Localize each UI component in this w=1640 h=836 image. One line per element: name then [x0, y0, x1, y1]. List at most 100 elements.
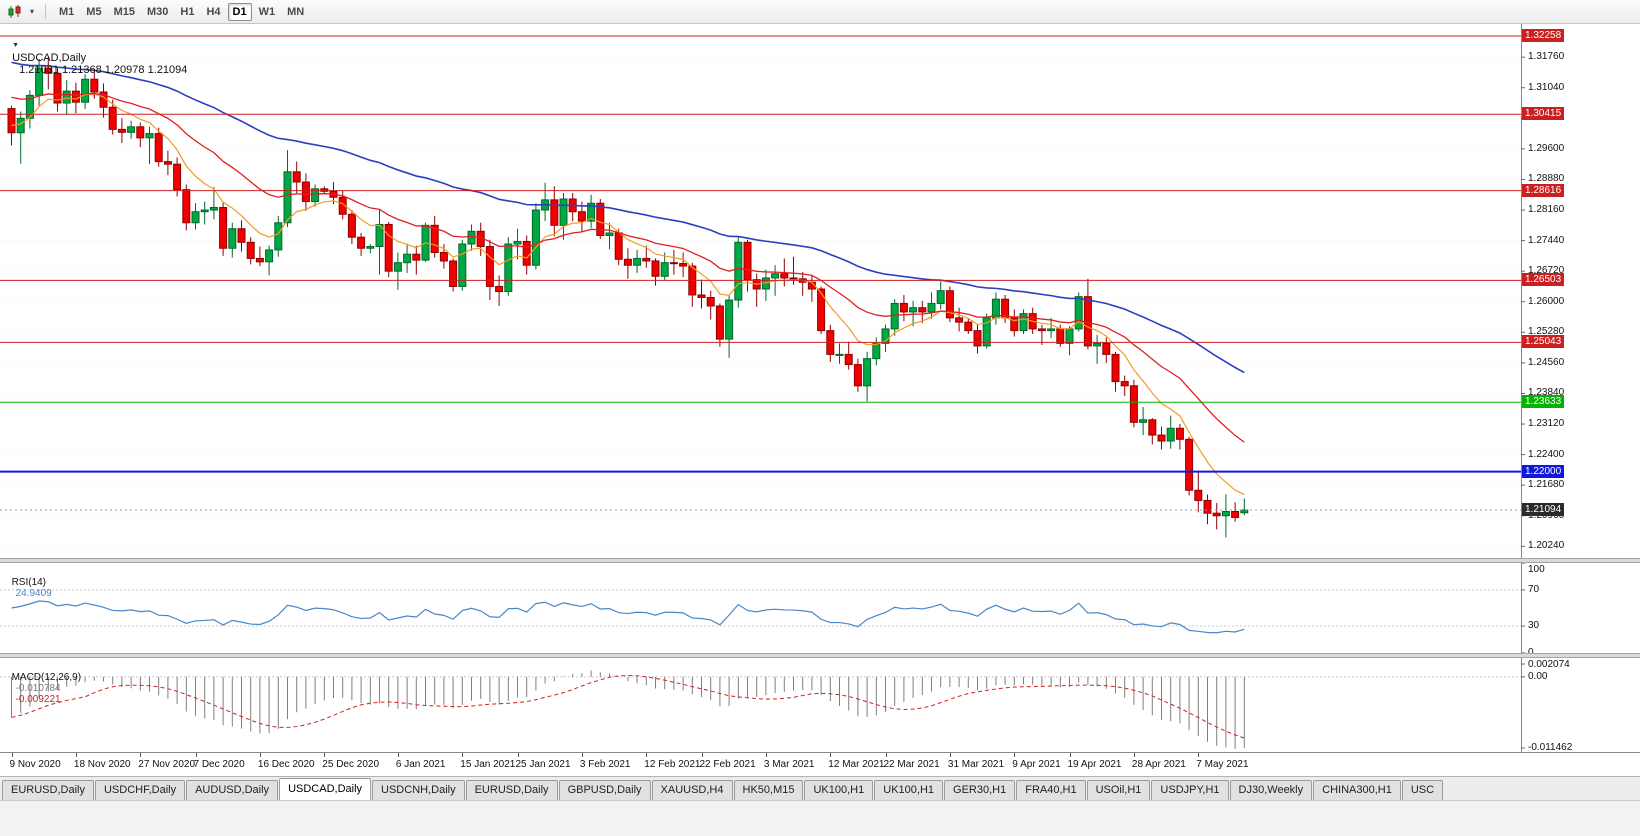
- chart-tab-usdjpy-h1[interactable]: USDJPY,H1: [1151, 780, 1229, 800]
- candle-body: [439, 251, 448, 262]
- candle-body: [311, 188, 320, 203]
- date-axis-label: 16 Dec 2020: [257, 759, 315, 770]
- candle-body: [1166, 427, 1175, 442]
- candle-body: [1194, 489, 1203, 501]
- candle-body: [918, 307, 927, 313]
- candle-body: [16, 117, 25, 134]
- chart-tab-xauusd-h4[interactable]: XAUUSD,H4: [651, 780, 733, 800]
- candle-body: [743, 241, 752, 281]
- timeframe-button-h1[interactable]: H1: [180, 5, 195, 18]
- candle-body: [209, 206, 218, 211]
- candle-body: [338, 196, 347, 215]
- candle-body: [1212, 512, 1221, 517]
- candle-body: [936, 290, 945, 304]
- timeframe-button-d1[interactable]: D1: [227, 2, 252, 21]
- candle-body: [1221, 510, 1230, 517]
- candle-body: [504, 243, 513, 293]
- date-axis-label: 9 Apr 2021: [1012, 759, 1061, 770]
- chart-tab-usdcnh-daily[interactable]: USDCNH,Daily: [372, 780, 465, 800]
- date-tick: [1069, 753, 1071, 757]
- chart-tab-uk100-h1[interactable]: UK100,H1: [874, 780, 944, 800]
- chart-tab-fra40-h1[interactable]: FRA40,H1: [1016, 780, 1086, 800]
- candle-body: [789, 277, 798, 280]
- pane-splitter-macd[interactable]: [0, 653, 1640, 658]
- date-tick: [830, 753, 832, 757]
- chart-tab-audusd-daily[interactable]: AUDUSD,Daily: [186, 780, 279, 800]
- chart-tab-hk50-m15[interactable]: HK50,M15: [733, 780, 804, 800]
- toolbar-separator: [45, 4, 46, 19]
- macd-signal-line: [11, 675, 1245, 739]
- candle-body: [347, 213, 356, 238]
- candle-body: [1083, 296, 1092, 347]
- candle-body: [651, 260, 660, 277]
- candle-body: [136, 126, 145, 139]
- candle-body: [495, 285, 504, 293]
- candle-body: [1231, 510, 1240, 518]
- chart-tab-ger30-h1[interactable]: GER30,H1: [944, 780, 1016, 800]
- candle-body: [1010, 317, 1019, 332]
- candle-body: [366, 246, 375, 249]
- candle-body: [771, 273, 780, 279]
- candle-body: [1139, 419, 1148, 423]
- time-axis[interactable]: 9 Nov 2020 18 Nov 2020 27 Nov 2020 7 Dec 20…: [0, 752, 1640, 776]
- timeframe-button-mn[interactable]: MN: [287, 5, 305, 18]
- candle-body: [393, 262, 402, 272]
- collapse-triangle-icon[interactable]: ▼: [12, 42, 21, 49]
- candle-body: [90, 78, 99, 93]
- candle-body: [1120, 381, 1129, 387]
- chart-type-icon[interactable]: [5, 2, 25, 21]
- date-axis-label: 12 Mar 2021: [828, 759, 885, 770]
- timeframe-button-m15[interactable]: M15: [113, 5, 135, 18]
- date-axis-label: 27 Nov 2020: [138, 759, 196, 770]
- candle-body: [780, 273, 789, 279]
- date-tick: [259, 753, 261, 757]
- candle-body: [71, 90, 80, 103]
- chart-tab-eurusd-daily[interactable]: EURUSD,Daily: [465, 780, 558, 800]
- date-tick: [581, 753, 583, 757]
- candle-body: [964, 321, 973, 332]
- ma-line-fast-ma: [11, 93, 1245, 496]
- candle-body: [1185, 438, 1194, 491]
- candle-body: [605, 232, 614, 237]
- chart-tab-gbpusd-daily[interactable]: GBPUSD,Daily: [558, 780, 651, 800]
- timeframe-button-m5[interactable]: M5: [86, 5, 102, 18]
- chart-tab-usdchf-daily[interactable]: USDCHF,Daily: [94, 780, 186, 800]
- candle-body: [25, 94, 34, 119]
- candle-body: [163, 161, 172, 165]
- timeframe-button-m30[interactable]: M30: [146, 5, 169, 18]
- candle-body: [706, 296, 715, 307]
- candle-body: [127, 126, 136, 133]
- chart-tab-usdcad-daily[interactable]: USDCAD,Daily: [279, 778, 372, 800]
- chart-tab-uk100-h1[interactable]: UK100,H1: [804, 780, 874, 800]
- date-axis-label: 15 Jan 2021: [460, 759, 516, 770]
- pane-splitter-rsi[interactable]: [0, 558, 1640, 563]
- candle-body: [1047, 328, 1056, 332]
- candle-body: [228, 228, 237, 249]
- candle-body: [1129, 385, 1138, 423]
- date-tick: [462, 753, 464, 757]
- date-tick: [1133, 753, 1135, 757]
- timeframe-button-m1[interactable]: M1: [59, 5, 75, 18]
- candle-body: [7, 108, 16, 134]
- rsi-name: RSI(14): [11, 577, 47, 588]
- candle-body: [145, 133, 154, 139]
- date-axis-label: 25 Jan 2021: [515, 759, 571, 770]
- candle-body: [44, 67, 53, 74]
- date-axis-label: 12 Feb 2021: [644, 759, 701, 770]
- candle-body: [1240, 509, 1249, 514]
- chart-title: ▼ USDCAD,Daily 1.21031 1.21368 1.20978 1…: [6, 28, 187, 76]
- chart-tab-dj30-weekly[interactable]: DJ30,Weekly: [1229, 780, 1313, 800]
- date-axis-label: 9 Nov 2020: [9, 759, 61, 770]
- timeframe-button-w1[interactable]: W1: [258, 5, 276, 18]
- chart-dropdown-caret-icon[interactable]: ▾: [29, 7, 34, 16]
- candle-body: [890, 302, 899, 330]
- chart-tab-china300-h1[interactable]: CHINA300,H1: [1313, 780, 1401, 800]
- chart-tab-usc[interactable]: USC: [1401, 780, 1444, 800]
- timeframe-button-h4[interactable]: H4: [206, 5, 221, 18]
- date-tick: [885, 753, 887, 757]
- chart-tab-eurusd-daily[interactable]: EURUSD,Daily: [2, 780, 94, 800]
- candle-body: [81, 78, 90, 103]
- date-tick: [701, 753, 703, 757]
- chart-tab-usoil-h1[interactable]: USOil,H1: [1086, 780, 1151, 800]
